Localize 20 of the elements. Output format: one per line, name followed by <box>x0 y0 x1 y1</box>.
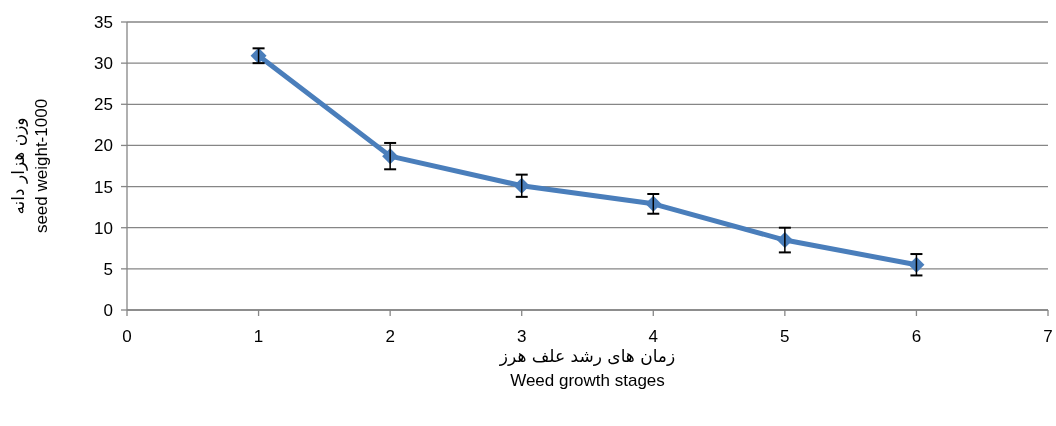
text: Weed growth stages <box>510 371 665 390</box>
x-tick-label: 1 <box>253 327 264 346</box>
x-tick-label: 6 <box>911 327 922 346</box>
text: seed weight-1000 <box>32 98 51 234</box>
y-tick-label: 10 <box>94 218 113 238</box>
x-tick-label: 7 <box>1043 327 1053 346</box>
x-tick-label: 3 <box>516 327 527 346</box>
x-tick-label: 5 <box>780 327 790 346</box>
y-tick-label: 5 <box>103 259 113 279</box>
x-tick-label: 4 <box>648 327 659 346</box>
y-tick-label: 0 <box>103 301 113 320</box>
y-tick-label: 30 <box>94 54 113 74</box>
text: وزن هزار دانه <box>8 117 28 215</box>
y-tick-label: 35 <box>94 13 113 32</box>
x-tick-label: 2 <box>385 327 395 346</box>
x-tick-label: 0 <box>122 327 132 346</box>
y-tick-label: 15 <box>94 177 113 197</box>
y-tick-label: 25 <box>94 95 113 115</box>
text: زمان های رشد علف هرز <box>499 346 676 366</box>
y-tick-label: 20 <box>94 136 113 156</box>
